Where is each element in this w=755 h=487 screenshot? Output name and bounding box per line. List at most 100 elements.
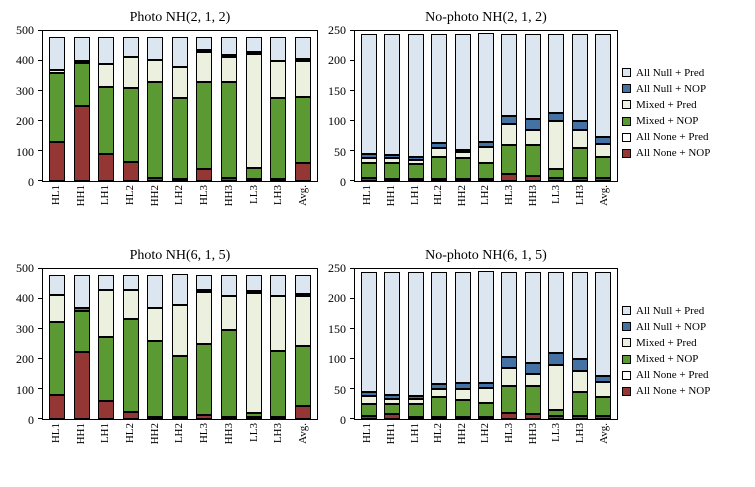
x-axis-label-text: LL3 (247, 423, 260, 442)
bar-segment (501, 368, 518, 386)
bar-segment (477, 142, 494, 148)
y-axis-tick-label: 0 (340, 413, 346, 427)
stacked-bar-hh1 (384, 31, 401, 181)
bar-segment (147, 37, 164, 60)
bar-segment (245, 293, 262, 414)
x-axis-label-text: LH1 (99, 423, 112, 444)
bar-segment (122, 275, 139, 290)
chart-no-photo-nh-2-1-2: No-photo NH(2, 1, 2) 0 50 100 150 200 250 HL1 HH… (318, 8, 618, 246)
x-axis-label: Avg. (596, 423, 612, 467)
x-axis-label: HH1 (73, 185, 89, 229)
bar-segment (294, 345, 311, 406)
bar-segment (122, 318, 139, 412)
x-axis-label: LH1 (407, 185, 423, 229)
bar-segment (196, 289, 213, 292)
stacked-bar-hl2 (122, 269, 139, 419)
stacked-bar-lh2 (171, 269, 188, 419)
chart-plot-region: 0 50 100 150 200 250 HL1 HH1 LH1 HL2 HH2 LH2 HL3 HH3 L… (318, 262, 618, 467)
bar-segment (98, 290, 115, 337)
bar-segment (360, 396, 377, 404)
bar-segment (571, 130, 588, 148)
x-axis-label: HL2 (431, 423, 447, 467)
bar-segment (524, 374, 541, 387)
y-axis-tick-label: 50 (334, 382, 346, 397)
bar-segment (196, 274, 213, 290)
y-axis-tick-label: 300 (16, 321, 34, 336)
stacked-bar-lh1 (98, 269, 115, 419)
x-axis-label: LH3 (271, 423, 287, 467)
bar-segment (196, 291, 213, 344)
y-axis: 0 100 200 300 400 500 (6, 262, 42, 426)
y-axis: 0 50 100 150 200 250 (318, 262, 354, 426)
x-axis-label: HH3 (525, 185, 541, 229)
plot-wrap: HL1 HH1 LH1 HL2 HH2 LH2 HL3 HH3 LL3 LH3 Avg. (38, 30, 318, 229)
y-axis-tick-label: 100 (328, 114, 346, 129)
bar-segment (595, 137, 612, 144)
bar-segment (548, 416, 565, 419)
bar-segment (595, 34, 612, 138)
bar-segment (431, 179, 448, 181)
x-axis-label-text: HH1 (384, 423, 397, 445)
legend-item: All None + Pred (622, 369, 755, 381)
legend-swatch (622, 116, 631, 126)
stacked-bar-hl1 (360, 31, 377, 181)
legend-swatch (622, 68, 631, 78)
y-axis-tick-mark (38, 328, 43, 329)
bar-segment (524, 176, 541, 181)
stacked-bar-ll3 (245, 269, 262, 419)
y-axis-tick-label: 200 (16, 352, 34, 367)
bar-segment (548, 272, 565, 353)
legend-top: All Null + Pred All Null + NOP Mixed + Pre… (618, 0, 755, 232)
bar-segment (270, 98, 287, 179)
bar-segment (548, 121, 565, 169)
x-axis-label-text: HL3 (198, 423, 211, 444)
legend-label: Mixed + Pred (636, 336, 697, 349)
bar-segment (595, 157, 612, 178)
bar-segment (171, 305, 188, 357)
bar-segment (571, 178, 588, 181)
x-axis-label: Avg. (296, 423, 312, 467)
bar-segment (245, 178, 262, 181)
bar-segment (220, 417, 237, 419)
x-axis-label: LH1 (407, 423, 423, 467)
y-axis-tick-label: 100 (16, 382, 34, 397)
bar-segment (294, 296, 311, 346)
bar-segment (147, 178, 164, 181)
bar-segment (595, 375, 612, 382)
plot-area (38, 30, 318, 182)
bar-segment (245, 291, 262, 294)
stacked-bar-lh3 (571, 31, 588, 181)
x-axis-label-text: LH3 (573, 423, 586, 444)
bar-segment (147, 274, 164, 308)
bar-segment (595, 416, 612, 419)
bar-segment (245, 37, 262, 53)
bar-segment (384, 414, 401, 419)
bar-segment (431, 388, 448, 397)
stacked-bar-avg (595, 31, 612, 181)
bar-segment (270, 60, 287, 98)
legend-swatch (622, 354, 631, 364)
y-axis-tick-mark (350, 150, 355, 151)
bar-segment (501, 116, 518, 125)
stacked-bar-hh1 (73, 269, 90, 419)
x-axis-label-text: HL1 (49, 185, 62, 206)
bar-segment (49, 73, 66, 142)
bar-segment (360, 34, 377, 155)
x-axis-label-text: LH3 (272, 185, 285, 206)
y-axis-tick-mark (350, 268, 355, 269)
legend-swatch (622, 132, 631, 142)
bar-segment (220, 36, 237, 55)
bar-segment (524, 34, 541, 120)
x-axis-label: LH2 (172, 185, 188, 229)
bar-segment (245, 168, 262, 179)
x-axis-label-text: HL3 (198, 185, 211, 206)
bar-segment (196, 52, 213, 82)
bar-segment (501, 272, 518, 358)
bar-segment (122, 37, 139, 57)
x-axis-label: LH3 (271, 185, 287, 229)
stacked-bar-hl1 (49, 269, 66, 419)
stacked-bar-hh3 (524, 31, 541, 181)
y-axis-tick-mark (350, 358, 355, 359)
bar-segment (431, 396, 448, 417)
